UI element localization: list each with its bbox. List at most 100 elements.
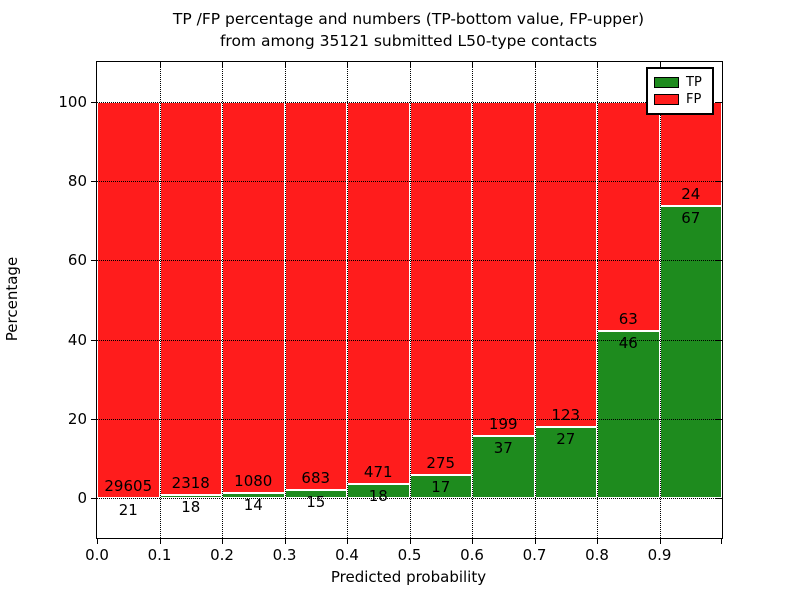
chart-title-line1: TP /FP percentage and numbers (TP-bottom… [172, 10, 645, 28]
tp-count-label-7: 27 [556, 429, 576, 448]
y-tick-label-80: 80 [67, 172, 87, 190]
bar-segment-fp-5 [409, 101, 472, 476]
y-tick-right-80 [716, 181, 722, 182]
x-tick-0.5 [409, 538, 411, 544]
tp-color-swatch [654, 77, 679, 88]
x-axis-label: Predicted probability [330, 568, 487, 586]
bar-segment-tp-7 [534, 426, 597, 499]
bar-segment-fp-2 [222, 101, 285, 494]
y-tick-right-40 [716, 339, 722, 341]
x-tick-label-0.2: 0.2 [210, 546, 234, 564]
x-tick-end [721, 538, 722, 544]
bar-segment-fp-3 [284, 101, 347, 490]
x-tick-top-0.7 [534, 62, 536, 68]
x-tick-label-0.8: 0.8 [585, 546, 609, 564]
chart-title: TP /FP percentage and numbers (TP-bottom… [96, 8, 721, 52]
x-tick-label-0.3: 0.3 [272, 546, 297, 564]
fp-count-label-3: 683 [301, 468, 331, 487]
y-tick-right-20 [716, 419, 722, 420]
gridline-x-0.5 [409, 62, 411, 538]
y-tick-20 [91, 419, 97, 420]
legend-item-fp: FP [654, 91, 706, 108]
tp-count-label-4: 18 [368, 486, 388, 505]
x-tick-0.7 [534, 538, 536, 544]
x-tick-top-0.4 [347, 62, 348, 68]
bar-segment-fp-6 [472, 101, 535, 437]
x-tick-0.9 [659, 538, 661, 544]
plot-area: 29605 21 2318 18 1080 14 683 15 471 18 275 17 199 37 1… [58, 61, 723, 564]
x-tick-top-0.3 [284, 62, 286, 68]
y-tick-right-0 [716, 498, 722, 500]
x-tick-top-0.6 [472, 62, 473, 68]
bar-segment-fp-1 [159, 101, 222, 496]
fp-count-label-7: 123 [551, 405, 581, 424]
y-tick-right-100 [716, 101, 722, 103]
gridline-x-0.1 [159, 62, 161, 538]
gridline-x-0.2 [222, 62, 223, 538]
x-tick-label-0.5: 0.5 [397, 546, 422, 564]
tp-count-label-3: 15 [306, 492, 326, 511]
bar-segment-tp-8 [597, 330, 660, 499]
y-tick-0 [91, 498, 97, 500]
bar-segment-fp-7 [534, 101, 597, 427]
tp-count-label-0: 21 [118, 501, 138, 520]
y-tick-100 [91, 101, 97, 103]
legend: TP FP [646, 67, 714, 115]
tp-count-label-6: 37 [493, 439, 513, 458]
x-tick-label-0.1: 0.1 [147, 546, 172, 564]
fp-count-label-4: 471 [363, 462, 393, 481]
fp-count-label-2: 1080 [234, 472, 273, 491]
tp-count-label-2: 14 [243, 496, 263, 515]
x-tick-label-0.6: 0.6 [460, 546, 484, 564]
tp-count-label-1: 18 [181, 498, 201, 517]
chart-title-line2: from among 35121 submitted L50-type cont… [219, 32, 598, 50]
legend-item-tp: TP [654, 74, 706, 91]
x-tick-label-0.7: 0.7 [522, 546, 547, 564]
x-tick-0.3 [284, 538, 286, 544]
y-tick-label-60: 60 [67, 251, 87, 270]
y-tick-label-100: 100 [58, 92, 87, 111]
gridline-x-0.8 [597, 62, 598, 538]
y-tick-label-0: 0 [77, 489, 87, 508]
y-tick-80 [91, 181, 97, 182]
x-tick-0.1 [159, 538, 161, 544]
tp-count-label-5: 17 [431, 478, 451, 497]
x-tick-0.6 [472, 538, 473, 544]
fp-count-label-1: 2318 [171, 474, 210, 493]
bar-segment-fp-0 [97, 101, 160, 499]
x-tick-0.4 [347, 538, 348, 544]
x-tick-top-0.9 [659, 62, 661, 68]
fp-count-label-5: 275 [426, 454, 456, 473]
bar-segment-tp-9 [659, 206, 722, 499]
gridline-x-0.6 [472, 62, 473, 538]
x-tick-0.8 [597, 538, 598, 544]
x-tick-label-0.4: 0.4 [335, 546, 359, 564]
y-tick-label-20: 20 [67, 410, 87, 428]
x-tick-0.0 [97, 538, 98, 544]
x-tick-0.2 [222, 538, 223, 544]
bar-segment-fp-4 [347, 101, 410, 484]
gridline-x-0.4 [347, 62, 348, 538]
legend-label-tp: TP [686, 75, 702, 90]
x-tick-top-0.1 [159, 62, 161, 68]
tp-count-label-8: 46 [618, 333, 638, 352]
y-tick-60 [91, 260, 97, 262]
fp-count-label-6: 199 [488, 415, 518, 434]
x-tick-top-0.8 [597, 62, 598, 68]
tp-count-label-9: 67 [681, 209, 701, 228]
x-tick-top-0.2 [222, 62, 223, 68]
y-tick-40 [91, 339, 97, 341]
fp-count-label-9: 24 [681, 185, 701, 204]
x-tick-label-0.0: 0.0 [85, 546, 109, 564]
fp-count-label-0: 29605 [104, 477, 153, 496]
x-tick-top-0.5 [409, 62, 411, 68]
gridline-x-0.7 [534, 62, 536, 538]
y-tick-right-60 [716, 260, 722, 262]
bar-segment-fp-8 [597, 101, 660, 331]
x-tick-label-0.9: 0.9 [647, 546, 672, 564]
fp-color-swatch [654, 94, 679, 105]
y-tick-label-40: 40 [67, 330, 87, 349]
fp-count-label-8: 63 [618, 309, 638, 328]
legend-label-fp: FP [686, 92, 702, 107]
